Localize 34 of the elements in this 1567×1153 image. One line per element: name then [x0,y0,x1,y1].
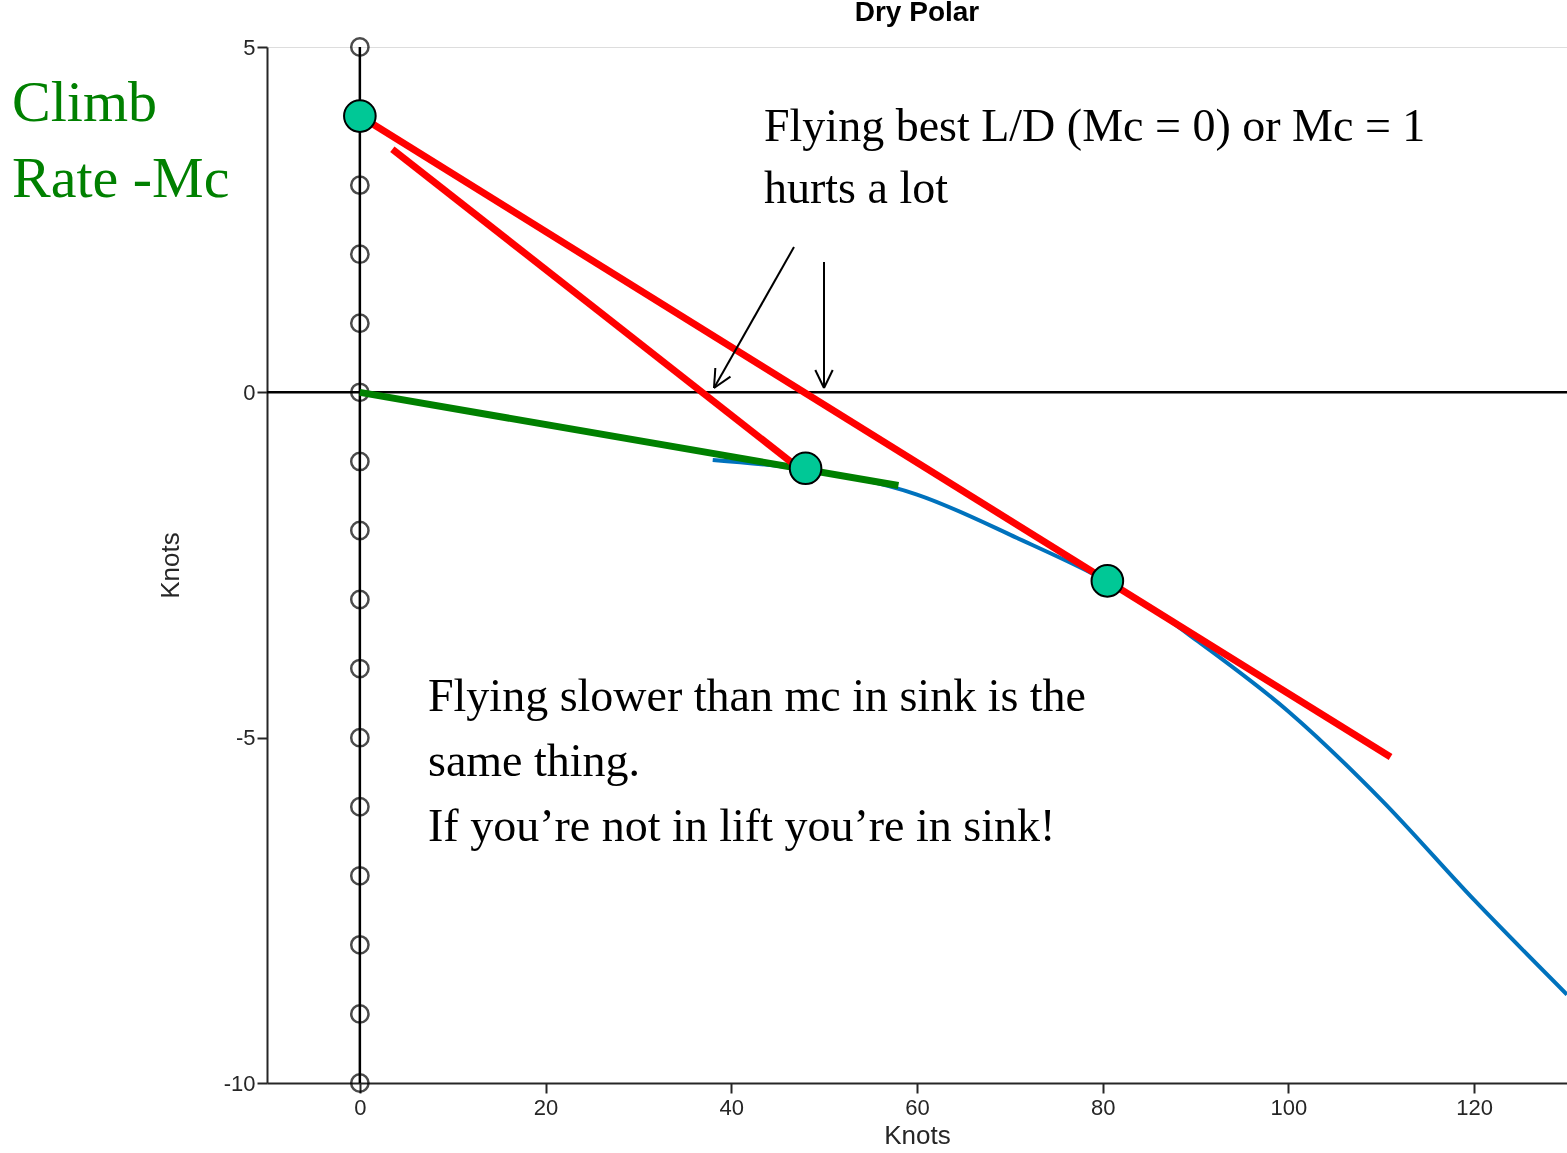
y-tick-label: -10 [223,1070,256,1096]
y-axis-title: Knots [154,532,185,599]
point [349,796,370,817]
point [349,1073,370,1093]
point [349,934,370,955]
point [349,658,370,679]
point [349,520,370,541]
x-tick-label: 80 [1090,1094,1116,1120]
x-tick-label: 0 [354,1094,367,1120]
y-tick-label: 0 [243,379,256,405]
x-tick-label: 40 [719,1094,745,1120]
point [788,451,823,486]
point [349,727,370,748]
x-axis-title: Knots [884,1119,951,1150]
chart-title: Dry Polar [854,0,980,28]
x-tick-label: 20 [533,1094,559,1120]
point [349,313,370,334]
y-tick-label: -5 [235,725,256,751]
annotation: Flying best L/D (Mc = 0) or Mc = 1 hurts a lot [764,100,1426,213]
x-tick-label: 120 [1456,1094,1493,1120]
point [343,99,377,133]
point [349,589,370,610]
point [1090,564,1125,598]
point [349,1004,370,1024]
annotation: Flying slower than mc in sink is the same thing. If you’re not in lift you’re in sink! [428,670,1087,851]
point [349,865,370,886]
point [349,175,370,196]
point [349,451,370,472]
text: Climb Rate -Mc [12,69,230,210]
x-tick-label: 60 [905,1094,930,1120]
y-tick-label: 5 [243,34,256,60]
x-tick-label: 100 [1270,1094,1308,1120]
point [349,37,370,57]
point [349,244,370,265]
